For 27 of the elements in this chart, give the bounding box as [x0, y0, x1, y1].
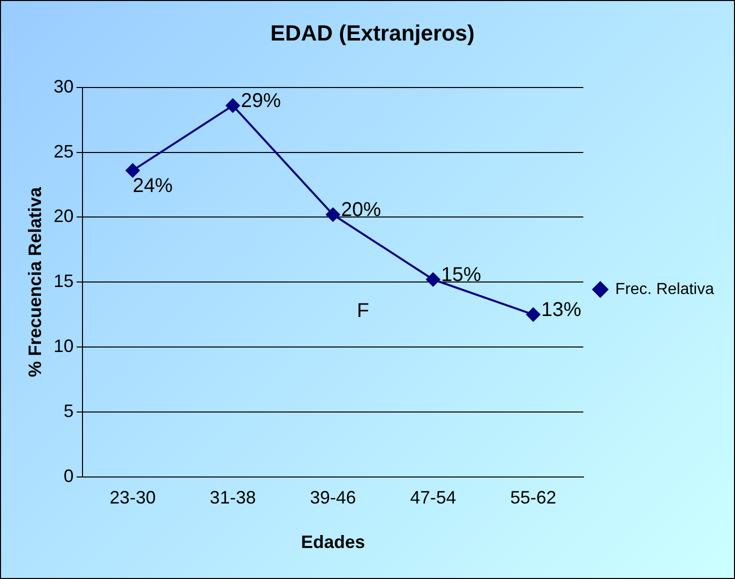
data-label: 15% [441, 264, 482, 286]
x-tick-label: 55-62 [510, 488, 556, 508]
x-axis-title: Edades [300, 532, 365, 552]
x-tick-label: 47-54 [410, 488, 456, 508]
y-tick-label: 30 [54, 76, 74, 96]
point [326, 208, 340, 222]
point [526, 308, 540, 322]
point [426, 272, 440, 287]
y-tick-label: 15 [54, 271, 74, 292]
x-tick-label: 23-30 [110, 488, 156, 508]
y-tick-label: 20 [54, 206, 74, 226]
data-label: 29% [240, 90, 282, 112]
data-label: 24% [132, 174, 173, 197]
y-tick-label: 25 [54, 141, 74, 162]
y-tick-label: 5 [64, 400, 74, 421]
point [226, 98, 240, 113]
data-label: 20% [340, 199, 382, 222]
x-tick-label: 31-38 [210, 488, 256, 508]
annotation: F [356, 300, 370, 322]
legend-label: Frec. Relativa [615, 280, 714, 298]
chart-title: EDAD (Extranjeros) [270, 20, 475, 46]
y-tick-label: 0 [64, 466, 74, 486]
point [126, 163, 140, 178]
x-tick-label: 39-46 [310, 488, 356, 508]
y-axis-title: % Frecuencia Relativa [24, 186, 45, 378]
data-label: 13% [541, 299, 582, 322]
y-tick-label: 10 [54, 336, 74, 356]
